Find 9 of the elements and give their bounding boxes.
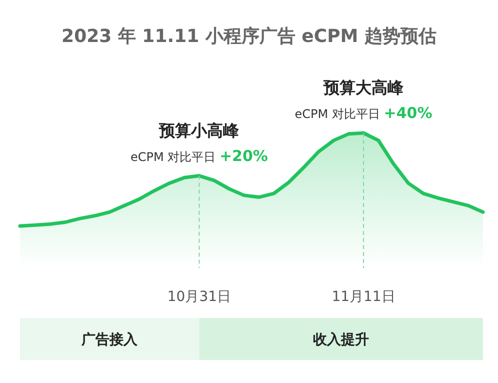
annotation: 预算大高峰 <box>322 78 405 97</box>
annotation: eCPM 对比平日 +20% <box>130 146 268 165</box>
x-tick-label: 10月31日 <box>167 289 232 305</box>
annotation: eCPM 对比平日 +40% <box>294 104 432 122</box>
text: 广告接入 <box>80 331 139 348</box>
text: 收入提升 <box>313 331 370 348</box>
annotation: 预算小高峰 <box>158 120 240 140</box>
x-tick-label: 11月11日 <box>332 289 396 305</box>
chart-title: 2023 年 11.11 小程序广告 eCPM 趋势预估 <box>62 26 436 47</box>
